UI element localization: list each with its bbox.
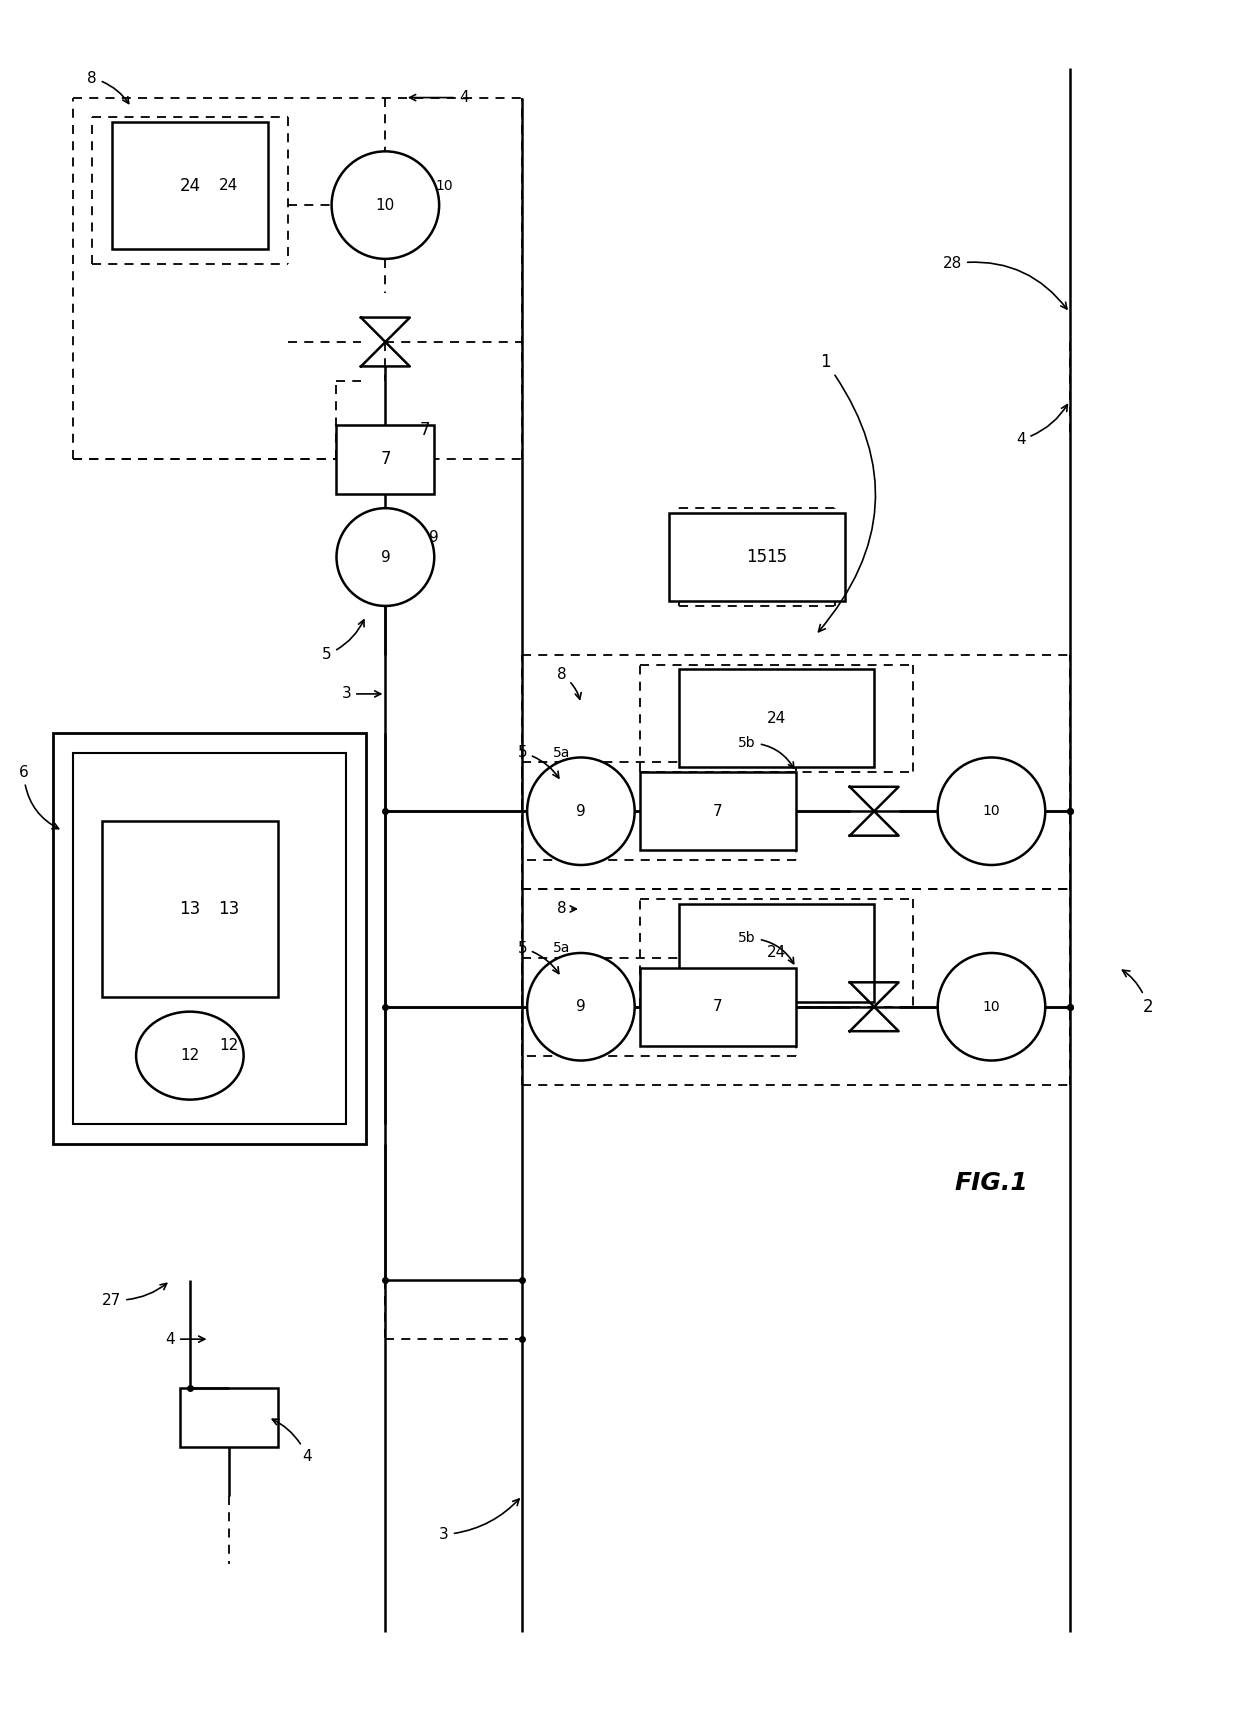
Text: 9: 9	[381, 550, 391, 564]
Text: 24: 24	[219, 178, 238, 194]
Text: 6: 6	[19, 765, 58, 829]
Text: 15: 15	[766, 548, 787, 566]
Bar	[336, 426, 434, 493]
Text: 7: 7	[713, 1000, 723, 1014]
Text: 28: 28	[942, 256, 1066, 310]
Text: 7: 7	[713, 804, 723, 818]
Text: 8: 8	[557, 901, 577, 917]
Text: 8: 8	[87, 71, 129, 104]
Text: 7: 7	[381, 450, 391, 469]
Text: 8: 8	[557, 666, 582, 699]
Text: 15: 15	[746, 548, 768, 566]
Text: 24: 24	[180, 176, 201, 194]
Text: 1: 1	[818, 353, 875, 631]
Text: 10: 10	[982, 804, 1001, 818]
Ellipse shape	[136, 1012, 243, 1100]
Bar	[102, 822, 278, 996]
Bar	[668, 514, 844, 600]
Text: 5: 5	[322, 619, 365, 663]
Text: 5b: 5b	[738, 931, 794, 964]
Text: 9: 9	[577, 804, 585, 818]
Text: 24: 24	[766, 946, 786, 960]
Bar	[678, 905, 874, 1002]
Bar	[53, 734, 366, 1144]
Text: 7: 7	[419, 420, 430, 439]
Text: 12: 12	[219, 1038, 238, 1054]
Text: 5: 5	[517, 941, 559, 974]
Bar	[73, 753, 346, 1124]
Text: 27: 27	[102, 1284, 166, 1308]
Text: 3: 3	[439, 1498, 520, 1541]
Text: 9: 9	[429, 529, 439, 545]
Ellipse shape	[336, 509, 434, 606]
Text: 4: 4	[165, 1332, 205, 1346]
Text: 10: 10	[982, 1000, 1001, 1014]
Ellipse shape	[331, 151, 439, 260]
Text: 5a: 5a	[553, 941, 570, 955]
Text: 5: 5	[517, 746, 559, 778]
Text: 2: 2	[1122, 971, 1153, 1016]
Text: 5a: 5a	[553, 746, 570, 759]
Text: 10: 10	[435, 178, 453, 192]
Ellipse shape	[527, 758, 635, 865]
Bar	[180, 1387, 278, 1446]
Text: 4: 4	[273, 1419, 312, 1464]
Text: 24: 24	[766, 711, 786, 727]
Bar	[678, 670, 874, 766]
Text: FIG.1: FIG.1	[955, 1171, 1028, 1195]
Ellipse shape	[937, 758, 1045, 865]
Bar	[112, 123, 268, 249]
Text: 3: 3	[341, 687, 381, 701]
Text: 9: 9	[577, 1000, 585, 1014]
Text: 4: 4	[1016, 405, 1068, 448]
Text: 13: 13	[180, 900, 201, 919]
Text: 5b: 5b	[738, 735, 794, 768]
Text: 4: 4	[409, 90, 469, 106]
Bar	[640, 967, 796, 1047]
Text: 13: 13	[218, 900, 239, 919]
Text: 12: 12	[180, 1048, 200, 1064]
Ellipse shape	[937, 953, 1045, 1060]
Ellipse shape	[527, 953, 635, 1060]
Bar	[640, 772, 796, 851]
Text: 10: 10	[376, 197, 396, 213]
